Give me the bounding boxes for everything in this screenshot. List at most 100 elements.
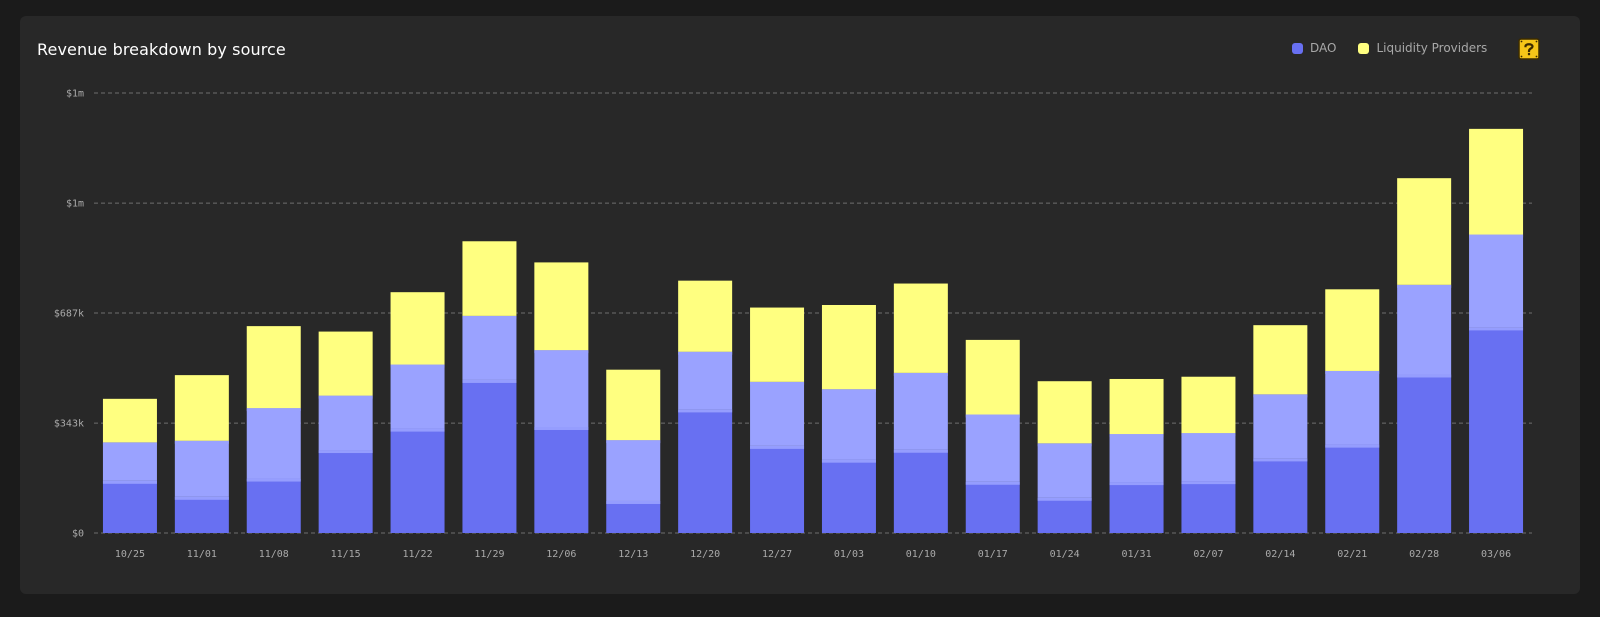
bar-segment-cap <box>965 414 1020 418</box>
bar-dao-segment[interactable] <box>1253 458 1308 533</box>
bar-dao-segment[interactable] <box>821 459 876 533</box>
bar-segment-cap <box>1181 481 1236 485</box>
bar-segment-cap <box>606 500 661 504</box>
bar-dao-light-segment[interactable] <box>390 364 445 429</box>
bar-dao-light-segment[interactable] <box>174 440 229 497</box>
x-tick-label: 02/07 <box>1193 549 1223 560</box>
bar-liquidity-providers-segment[interactable] <box>1109 378 1164 435</box>
bar-dao-light-segment[interactable] <box>678 351 733 410</box>
bar-liquidity-providers-segment[interactable] <box>174 375 229 441</box>
bar-chart: $0 $343k $687k $1m $1m 10/25 11/01 11/08 11/15 11… <box>54 89 1532 560</box>
bar-liquidity-providers-segment[interactable] <box>750 307 805 382</box>
bar-dao-segment[interactable] <box>1109 482 1164 533</box>
bar-liquidity-providers-segment[interactable] <box>678 280 733 352</box>
x-tick-label: 11/29 <box>474 549 504 560</box>
legend-item-dao[interactable]: DAO <box>1292 41 1336 55</box>
bar-dao-segment[interactable] <box>390 428 445 533</box>
x-tick-label: 12/13 <box>618 549 648 560</box>
x-tick-label: 02/14 <box>1265 549 1295 560</box>
bar-dao-light-segment[interactable] <box>821 389 876 460</box>
bar-segment-cap <box>1037 443 1092 447</box>
bar-liquidity-providers-segment[interactable] <box>1397 178 1452 285</box>
x-tick-label: 01/03 <box>834 549 864 560</box>
bar-segment-cap <box>893 449 948 453</box>
x-tick-label: 02/28 <box>1409 549 1439 560</box>
bar-segment-cap <box>318 395 373 399</box>
bar-liquidity-providers-segment[interactable] <box>606 369 661 441</box>
bar-segment-cap <box>1109 434 1164 438</box>
legend-item-liquidity-providers[interactable]: Liquidity Providers <box>1358 41 1487 55</box>
bar-liquidity-providers-segment[interactable] <box>1253 325 1308 395</box>
bar-dao-light-segment[interactable] <box>1181 433 1236 482</box>
legend-swatch-dao <box>1292 42 1303 54</box>
bar-liquidity-providers-segment[interactable] <box>102 398 157 443</box>
x-tick-label: 11/15 <box>331 549 361 560</box>
bar-liquidity-providers-segment[interactable] <box>1325 289 1380 371</box>
bar-liquidity-providers-segment[interactable] <box>534 262 589 351</box>
bar-liquidity-providers-segment[interactable] <box>821 304 876 390</box>
x-tick-label: 11/01 <box>187 549 217 560</box>
bar-dao-light-segment[interactable] <box>1397 284 1452 375</box>
bar-liquidity-providers-segment[interactable] <box>462 241 517 316</box>
bar-segment-cap <box>1037 497 1092 501</box>
bar-dao-light-segment[interactable] <box>102 442 157 481</box>
bar-dao-segment[interactable] <box>1325 444 1380 533</box>
bar-dao-segment[interactable] <box>678 409 733 533</box>
bar-dao-light-segment[interactable] <box>1253 394 1308 459</box>
bar-dao-light-segment[interactable] <box>246 408 301 479</box>
bar-dao-segment[interactable] <box>102 480 157 533</box>
x-tick-label: 11/08 <box>259 549 289 560</box>
bar-segment-cap <box>1469 234 1524 238</box>
bar-segment-cap <box>246 478 301 482</box>
bar-liquidity-providers-segment[interactable] <box>318 331 373 396</box>
bar-liquidity-providers-segment[interactable] <box>1469 128 1524 235</box>
bar-liquidity-providers-segment[interactable] <box>390 292 445 365</box>
bar-dao-segment[interactable] <box>750 445 805 533</box>
bar-liquidity-providers-segment[interactable] <box>1037 381 1092 444</box>
bar-segment-cap <box>534 350 589 354</box>
bar-dao-segment[interactable] <box>174 496 229 533</box>
bar-liquidity-providers-segment[interactable] <box>893 283 948 373</box>
bar-segment-cap <box>1397 284 1452 288</box>
x-tick-label: 12/27 <box>762 549 792 560</box>
x-tick-label: 02/21 <box>1337 549 1367 560</box>
bar-dao-segment[interactable] <box>606 500 661 533</box>
bar-dao-light-segment[interactable] <box>1325 370 1380 445</box>
bar-dao-light-segment[interactable] <box>606 440 661 501</box>
bar-dao-light-segment[interactable] <box>1469 234 1524 328</box>
bar-segment-cap <box>174 496 229 500</box>
bar-segment-cap <box>174 440 229 444</box>
chart-title: Revenue breakdown by source <box>37 40 286 59</box>
bar-dao-segment[interactable] <box>1181 481 1236 533</box>
question-block-icon[interactable] <box>1518 38 1540 60</box>
bar-dao-light-segment[interactable] <box>1037 443 1092 498</box>
bar-dao-segment[interactable] <box>1037 497 1092 533</box>
bar-dao-segment[interactable] <box>1469 327 1524 533</box>
bar-segment-cap <box>534 427 589 431</box>
bar-liquidity-providers-segment[interactable] <box>965 339 1020 415</box>
bar-dao-segment[interactable] <box>534 427 589 533</box>
bar-segment-cap <box>1181 433 1236 437</box>
x-tick-label: 03/06 <box>1481 549 1511 560</box>
x-tick-label: 11/22 <box>402 549 432 560</box>
bar-dao-segment[interactable] <box>965 481 1020 533</box>
bar-segment-cap <box>606 440 661 444</box>
bar-dao-light-segment[interactable] <box>965 414 1020 482</box>
bar-dao-light-segment[interactable] <box>1109 434 1164 483</box>
bar-dao-segment[interactable] <box>318 450 373 533</box>
bar-dao-segment[interactable] <box>246 478 301 533</box>
bar-dao-segment[interactable] <box>462 379 517 533</box>
bar-dao-light-segment[interactable] <box>318 395 373 451</box>
bar-segment-cap <box>678 409 733 413</box>
bar-dao-light-segment[interactable] <box>893 372 948 450</box>
bar-dao-light-segment[interactable] <box>462 315 517 380</box>
bar-dao-segment[interactable] <box>1397 374 1452 533</box>
x-tick-label: 01/31 <box>1121 549 1151 560</box>
bar-dao-segment[interactable] <box>893 449 948 533</box>
x-tick-label: 12/06 <box>546 549 576 560</box>
bar-segment-cap <box>462 315 517 319</box>
bar-dao-light-segment[interactable] <box>534 350 589 428</box>
bar-dao-light-segment[interactable] <box>750 381 805 446</box>
bar-liquidity-providers-segment[interactable] <box>1181 376 1236 434</box>
bar-liquidity-providers-segment[interactable] <box>246 326 301 409</box>
